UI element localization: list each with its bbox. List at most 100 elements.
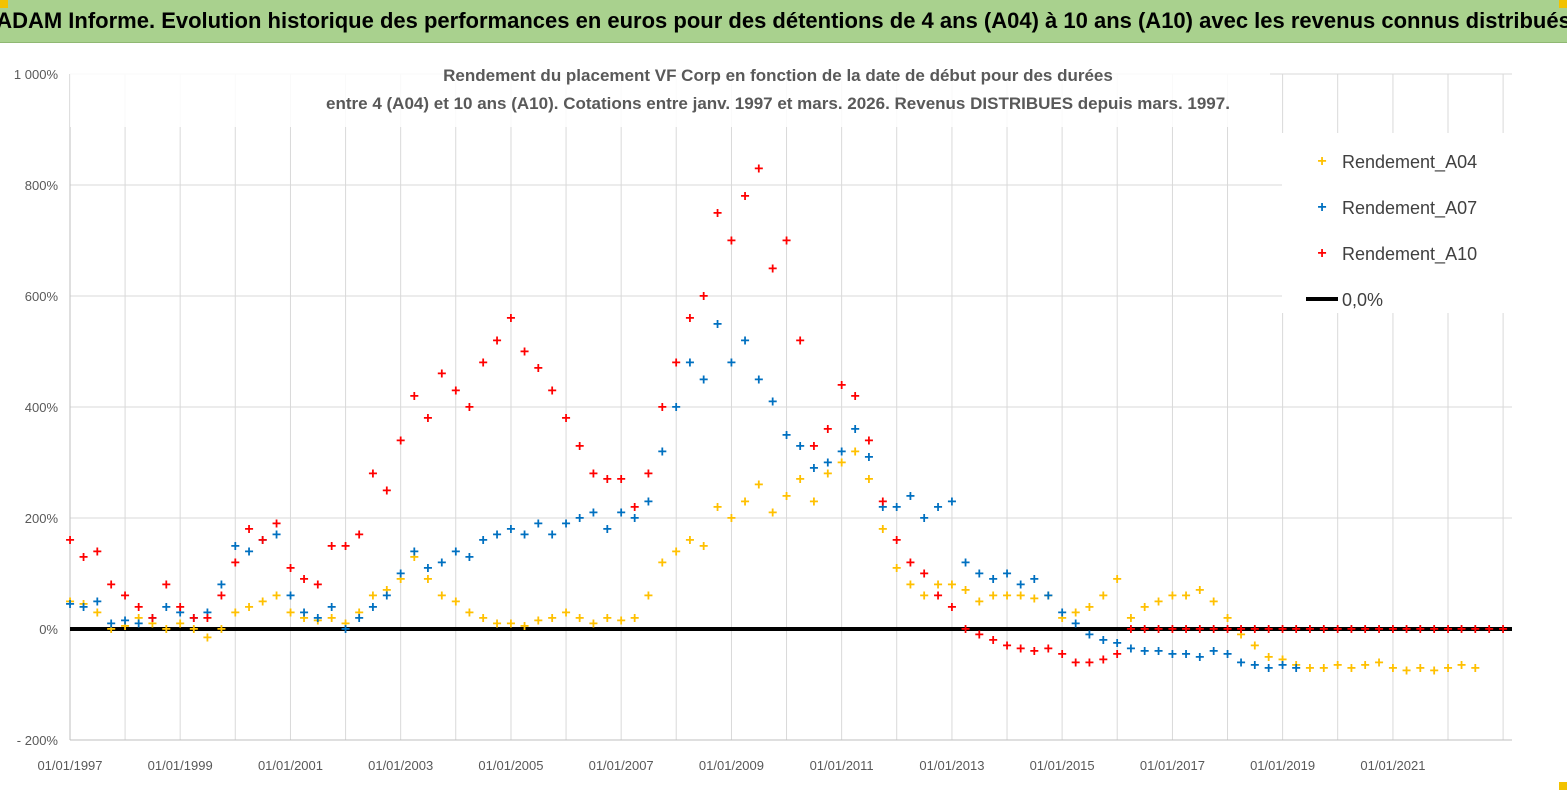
data-point: + (299, 571, 308, 588)
data-point: + (93, 604, 102, 621)
data-point: + (451, 593, 460, 610)
data-point: + (1319, 660, 1328, 677)
data-point: + (341, 615, 350, 632)
data-point: + (892, 560, 901, 577)
data-point: + (492, 332, 501, 349)
data-point: + (1374, 621, 1383, 638)
data-point: + (1236, 654, 1245, 671)
data-point: + (231, 554, 240, 571)
data-point: + (1168, 621, 1177, 638)
data-point: + (492, 615, 501, 632)
data-point: + (768, 504, 777, 521)
data-point: + (561, 604, 570, 621)
data-point: + (1264, 649, 1273, 666)
data-point: + (782, 427, 791, 444)
data-point: + (589, 466, 598, 483)
data-point: + (878, 499, 887, 516)
data-point: + (589, 615, 598, 632)
data-point: + (479, 610, 488, 627)
data-point: + (272, 516, 281, 533)
data-point: + (795, 438, 804, 455)
data-point: + (1085, 654, 1094, 671)
data-point: + (258, 532, 267, 549)
data-point: + (575, 510, 584, 527)
data-point: + (1071, 615, 1080, 632)
data-point: + (699, 538, 708, 555)
x-tick-label: 01/01/2017 (1140, 758, 1205, 773)
corner-marker-top-left (0, 0, 8, 8)
data-point: + (1292, 621, 1301, 638)
data-point: + (79, 596, 88, 613)
x-tick-label: 01/01/1997 (37, 758, 102, 773)
data-point: + (1057, 604, 1066, 621)
legend-marker: + (1317, 245, 1326, 262)
data-point: + (1471, 660, 1480, 677)
data-point: + (1236, 627, 1245, 644)
y-tick-label: 400% (25, 400, 59, 415)
x-tick-label: 01/01/1999 (148, 758, 213, 773)
corner-marker-bottom-right (1559, 782, 1567, 790)
data-point: + (79, 599, 88, 616)
series-rendement-a04: + + + + + + + + + + + + + + + + + + + + + + + + + + + + + + + + + + + + + + + +… (65, 443, 1480, 679)
data-point: + (1140, 599, 1149, 616)
data-point: + (286, 560, 295, 577)
data-point: + (437, 588, 446, 605)
data-point: + (1292, 660, 1301, 677)
data-point: + (354, 527, 363, 544)
data-point: + (754, 160, 763, 177)
x-tick-label: 01/01/2021 (1360, 758, 1425, 773)
data-point: + (878, 493, 887, 510)
data-point: + (1126, 640, 1135, 657)
data-point: + (1278, 652, 1287, 669)
data-point: + (1181, 646, 1190, 663)
data-point: + (368, 588, 377, 605)
data-point: + (437, 554, 446, 571)
data-point: + (727, 233, 736, 250)
data-point: + (975, 593, 984, 610)
data-point: + (396, 566, 405, 583)
x-tick-label: 01/01/2007 (589, 758, 654, 773)
data-point: + (603, 521, 612, 538)
data-point: + (1416, 621, 1425, 638)
data-point: + (1113, 646, 1122, 663)
data-point: + (837, 377, 846, 394)
data-point: + (1057, 646, 1066, 663)
data-point: + (851, 443, 860, 460)
data-point: + (892, 532, 901, 549)
data-point: + (920, 588, 929, 605)
data-point: + (423, 410, 432, 427)
data-point: + (782, 233, 791, 250)
data-point: + (341, 538, 350, 555)
data-point: + (1457, 657, 1466, 674)
data-point: + (727, 355, 736, 372)
data-point: + (795, 332, 804, 349)
x-tick-label: 01/01/2011 (810, 758, 874, 773)
data-point: + (244, 521, 253, 538)
data-point: + (217, 577, 226, 594)
x-tick-label: 01/01/2013 (919, 758, 984, 773)
data-point: + (1154, 643, 1163, 660)
data-point: + (575, 438, 584, 455)
data-point: + (630, 499, 639, 516)
series-rendement-a07: + + + + + + + + + + + + + + + + + + + + + + + + + + + + + + + + + + + + + + + +… (65, 316, 1301, 677)
header-banner: ADAM Informe. Evolution historique des p… (0, 0, 1567, 43)
data-point: + (1305, 621, 1314, 638)
data-point: + (795, 471, 804, 488)
data-point: + (231, 538, 240, 555)
data-point: + (65, 532, 74, 549)
data-point: + (534, 613, 543, 630)
data-point: + (1347, 621, 1356, 638)
data-point: + (933, 577, 942, 594)
legend-marker: + (1317, 199, 1326, 216)
data-point: + (272, 527, 281, 544)
data-point: + (1016, 577, 1025, 594)
data-point: + (368, 599, 377, 616)
data-point: + (1071, 604, 1080, 621)
data-point: + (1181, 588, 1190, 605)
data-point: + (506, 310, 515, 327)
data-point: + (616, 504, 625, 521)
data-point: + (548, 382, 557, 399)
data-point: + (506, 615, 515, 632)
data-point: + (548, 527, 557, 544)
data-point: + (203, 610, 212, 627)
